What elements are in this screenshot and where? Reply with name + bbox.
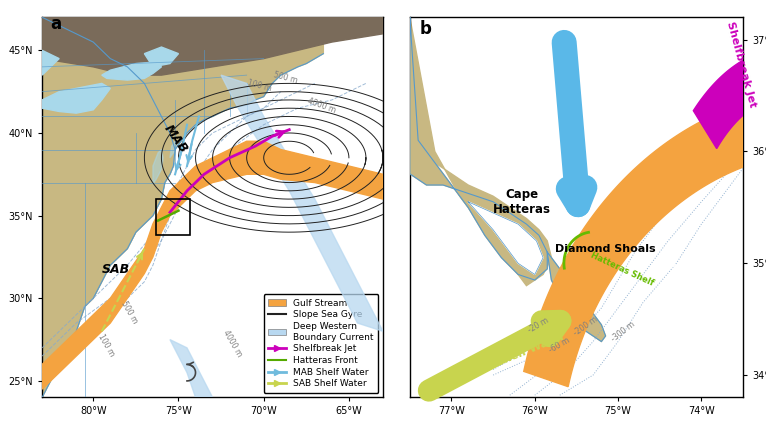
Polygon shape [170, 141, 178, 158]
Polygon shape [42, 83, 110, 113]
Polygon shape [145, 47, 178, 67]
Polygon shape [221, 75, 383, 331]
Text: Cape
Hatteras: Cape Hatteras [493, 188, 552, 216]
Polygon shape [153, 149, 163, 184]
Text: -60 m: -60 m [547, 336, 571, 355]
Polygon shape [102, 62, 162, 80]
Polygon shape [693, 48, 766, 149]
Text: SAB: SAB [102, 264, 130, 276]
Polygon shape [42, 17, 175, 397]
Polygon shape [524, 91, 766, 387]
Polygon shape [42, 141, 383, 389]
Text: SAB Shelf Water: SAB Shelf Water [468, 332, 567, 379]
Text: -200 m: -200 m [572, 315, 600, 338]
Polygon shape [42, 17, 175, 397]
Text: 100 m: 100 m [97, 333, 116, 358]
Polygon shape [170, 340, 213, 397]
Polygon shape [42, 17, 323, 149]
Bar [156, 199, 191, 235]
Text: b: b [420, 20, 432, 38]
Polygon shape [547, 252, 606, 342]
Text: Gulf Stream: Gulf Stream [656, 248, 707, 316]
Text: 4000 m: 4000 m [221, 328, 244, 358]
Text: a: a [51, 15, 62, 33]
Text: -300 m: -300 m [610, 320, 637, 343]
Polygon shape [42, 51, 59, 75]
Text: Diamond Shoals: Diamond Shoals [555, 244, 656, 254]
Text: 4000 m: 4000 m [306, 97, 337, 115]
Text: -20 m: -20 m [526, 316, 550, 335]
Text: MAB Shelf Water: MAB Shelf Water [534, 46, 544, 145]
Text: 500 m: 500 m [272, 70, 298, 86]
Polygon shape [410, 17, 552, 286]
Polygon shape [42, 17, 383, 75]
Text: 500 m: 500 m [119, 299, 139, 325]
Polygon shape [468, 202, 543, 274]
Polygon shape [410, 17, 547, 280]
Text: 100 m: 100 m [247, 79, 273, 94]
Legend: Gulf Stream, Slope Sea Gyre, Deep Western
Boundary Current, Shelfbreak Jet, Hatt: Gulf Stream, Slope Sea Gyre, Deep Wester… [264, 294, 378, 393]
Text: MAB: MAB [162, 122, 190, 156]
Text: Shelfbreak Jet: Shelfbreak Jet [725, 21, 758, 109]
Text: Hatteras Shelf: Hatteras Shelf [589, 251, 655, 288]
